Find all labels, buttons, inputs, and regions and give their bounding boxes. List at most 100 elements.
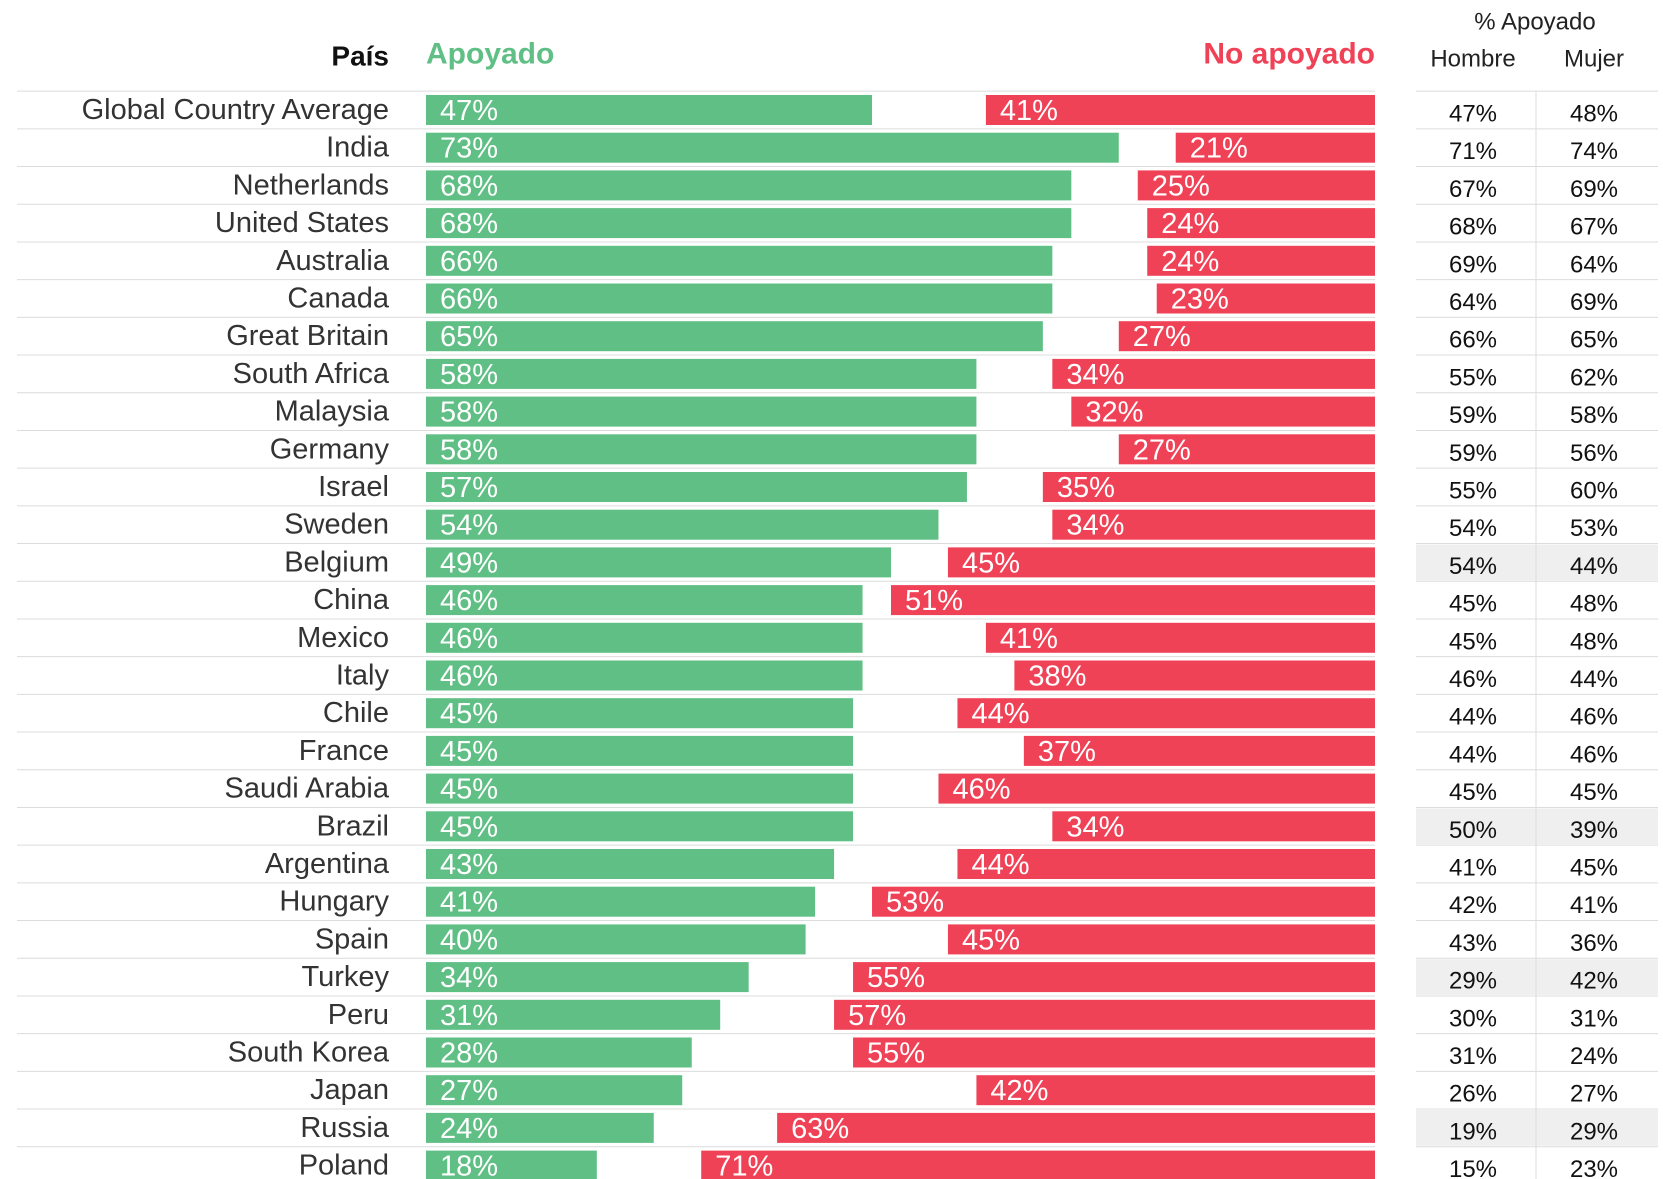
bar-label: 68% [440,170,498,202]
bar-label: 34% [440,962,498,994]
bar-label: 34% [1066,811,1124,843]
category-label: Canada [287,283,389,315]
bar [426,585,863,616]
bar-label: 47% [440,95,498,127]
bar-label: 51% [905,585,963,617]
bar [426,472,967,502]
bar-label: 73% [440,133,498,165]
table-cell: 62% [1570,364,1618,391]
table-cell: 45% [1449,628,1497,655]
bar-label: 57% [440,472,498,504]
bar [426,1037,692,1068]
category-header: País [331,41,389,72]
bar-label: 45% [962,924,1020,956]
bar [1052,358,1375,389]
table-cell: 31% [1449,1043,1497,1070]
bar-label: 46% [952,774,1010,806]
bar [834,999,1375,1030]
bar [426,132,1119,163]
bar-label: 18% [440,1151,498,1179]
bar [426,886,816,917]
bar-label: 28% [440,1038,498,1070]
category-label: Saudi Arabia [225,773,390,805]
bar-label: 41% [1000,95,1058,127]
bar-label: 40% [440,924,498,956]
table-cell: 58% [1570,402,1618,429]
bar [701,1150,1375,1179]
table-cell: 45% [1449,591,1497,618]
bar [1147,245,1375,276]
table-cell: 60% [1570,478,1618,505]
table-cell: 39% [1570,817,1618,844]
category-label: Belgium [284,546,389,578]
bar [891,585,1375,616]
table-cell: 24% [1570,1043,1618,1070]
table-cell: 59% [1449,402,1497,429]
table-cell: 36% [1570,930,1618,957]
bar-label: 23% [1171,284,1229,316]
bar-label: 43% [440,849,498,881]
bar [985,95,1375,125]
bar-label: 65% [440,321,498,353]
category-label: China [313,584,390,616]
bar [426,358,977,389]
table-cell: 69% [1570,289,1618,316]
bar [1175,132,1375,163]
bar-label: 63% [791,1113,849,1145]
bar-label: 53% [886,887,944,919]
table-cell: 30% [1449,1005,1497,1032]
table-cell: 55% [1449,364,1497,391]
table-cell: 68% [1449,214,1497,241]
table-cell: 44% [1570,666,1618,693]
category-label: Brazil [316,810,389,842]
bar [426,660,863,691]
table-cell: 48% [1570,591,1618,618]
table-cell: 43% [1449,930,1497,957]
bar-label: 46% [440,623,498,655]
bar-label: 27% [1133,321,1191,353]
bar-label: 49% [440,547,498,579]
bar [426,245,1053,276]
table-cell: 46% [1570,741,1618,768]
table-highlight [1416,544,1658,581]
table-column-header: Mujer [1564,46,1624,73]
category-label: Hungary [279,886,389,918]
table-cell: 44% [1449,741,1497,768]
table-cell: 53% [1570,515,1618,542]
bar-label: 46% [440,661,498,693]
table-cell: 19% [1449,1118,1497,1145]
bar [947,547,1375,578]
table-highlight [1416,959,1658,995]
bar [1052,509,1375,540]
table-cell: 71% [1449,138,1497,165]
bar [426,999,721,1030]
bar-label: 32% [1085,397,1143,429]
bar [957,698,1375,729]
bar-label: 24% [1161,246,1219,278]
bar-label: 37% [1038,736,1096,768]
bar-label: 34% [1066,359,1124,391]
category-label: Australia [276,245,390,277]
category-label: France [299,735,389,767]
bar-label: 35% [1057,472,1115,504]
bar [426,1075,683,1106]
bar [1156,283,1375,314]
bar [426,547,892,578]
bar-label: 21% [1190,133,1248,165]
table-cell: 26% [1449,1081,1497,1108]
bar [1052,811,1375,842]
table-cell: 67% [1570,214,1618,241]
table-cell: 27% [1570,1081,1618,1108]
bar [957,849,1375,879]
category-label: South Korea [228,1037,390,1069]
bar [426,283,1053,314]
bar [426,735,854,766]
table-cell: 48% [1570,101,1618,128]
table-cell: 65% [1570,327,1618,354]
bar [976,1075,1375,1106]
legend-entry: Apoyado [426,38,554,71]
category-label: Argentina [265,848,390,880]
table-cell: 67% [1449,176,1497,203]
bar-label: 34% [1066,510,1124,542]
